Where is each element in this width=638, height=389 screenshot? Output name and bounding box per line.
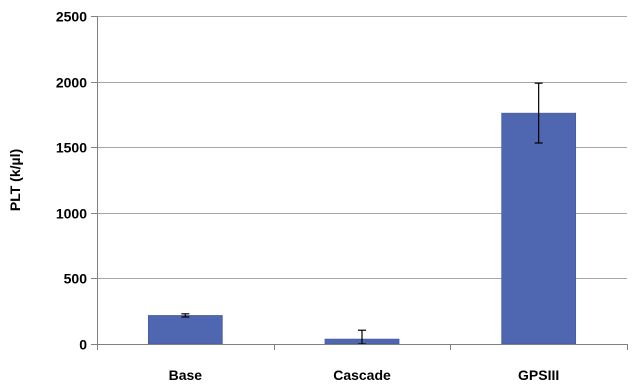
axes [91, 16, 628, 350]
y-tick-label: 2500 [56, 9, 87, 25]
y-tick-label: 2000 [56, 75, 87, 91]
y-tick-label: 1000 [56, 206, 87, 222]
y-axis-label: PLT (k/µl) [7, 149, 23, 211]
x-tick-label: GPSIII [518, 367, 559, 383]
y-tick-label: 500 [64, 271, 88, 287]
y-tick-label: 0 [79, 337, 87, 353]
x-tick-label: Base [169, 367, 203, 383]
bar-base [147, 315, 223, 345]
bars [147, 112, 577, 345]
error-bar-gpsiii [534, 82, 543, 144]
y-tick-label: 1500 [56, 140, 87, 156]
x-tick-label: Cascade [333, 367, 391, 383]
tick-labels: 0 500 1000 1500 2000 2500 Base Cascade GPSIII [56, 9, 559, 384]
bar-gpsiii [501, 112, 577, 345]
error-bar-base [181, 313, 190, 318]
error-bars [181, 82, 543, 345]
